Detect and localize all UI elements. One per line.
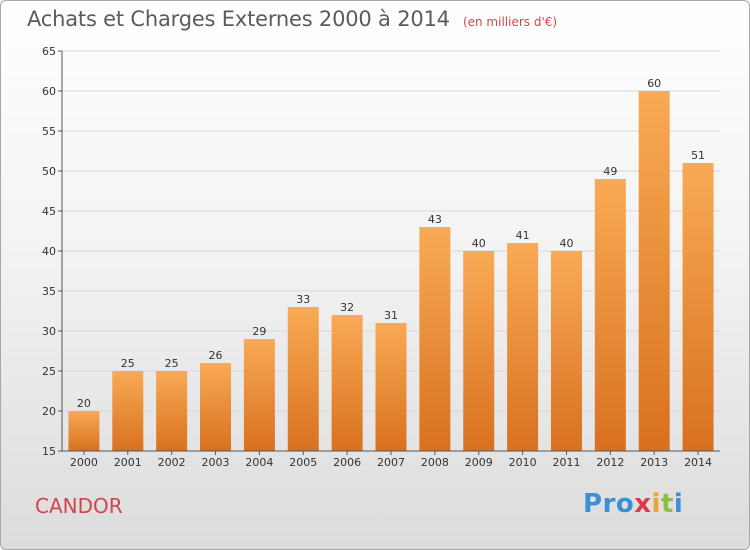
bar-value-label: 25 <box>121 357 135 370</box>
bar <box>243 339 275 451</box>
logo-letter: o <box>615 489 635 519</box>
bar-value-label: 32 <box>340 301 354 314</box>
bar-value-label: 51 <box>691 149 705 162</box>
x-tick-label: 2009 <box>465 456 493 469</box>
x-tick-label: 2004 <box>245 456 273 469</box>
x-tick-label: 2006 <box>333 456 361 469</box>
y-tick-label: 30 <box>42 325 56 338</box>
x-tick-label: 2001 <box>114 456 142 469</box>
bar-value-label: 41 <box>516 229 530 242</box>
bar-value-label: 26 <box>209 349 223 362</box>
bar-value-label: 49 <box>603 165 617 178</box>
bar-value-label: 29 <box>252 325 266 338</box>
bar <box>463 251 495 451</box>
bar <box>331 315 363 451</box>
logo-letter: x <box>634 489 652 519</box>
chart-header: Achats et Charges Externes 2000 à 2014 (… <box>27 7 557 31</box>
commune-name: CANDOR <box>35 494 123 518</box>
x-tick-label: 2008 <box>421 456 449 469</box>
x-tick-label: 2014 <box>684 456 712 469</box>
y-tick-label: 35 <box>42 285 56 298</box>
bar <box>550 251 582 451</box>
chart-title: Achats et Charges Externes 2000 à 2014 <box>27 7 450 31</box>
bar <box>419 227 451 451</box>
y-tick-label: 45 <box>42 205 56 218</box>
bar-value-label: 20 <box>77 397 91 410</box>
bar <box>594 179 626 451</box>
logo-letter: t <box>660 489 674 519</box>
bar <box>638 91 670 451</box>
bar <box>156 371 188 451</box>
x-tick-label: 2010 <box>509 456 537 469</box>
bar-value-label: 40 <box>559 237 573 250</box>
bar <box>112 371 144 451</box>
bar-value-label: 31 <box>384 309 398 322</box>
x-tick-label: 2003 <box>202 456 230 469</box>
y-tick-label: 20 <box>42 405 56 418</box>
bar-value-label: 43 <box>428 213 442 226</box>
axes <box>58 50 720 455</box>
bar <box>375 323 407 451</box>
x-tick-label: 2007 <box>377 456 405 469</box>
bar <box>200 363 232 451</box>
bar <box>68 411 100 451</box>
x-tick-label: 2012 <box>596 456 624 469</box>
logo-letter: P <box>583 489 603 519</box>
proxiti-logo: Proxiti <box>583 489 683 519</box>
logo-letter: r <box>602 489 616 519</box>
y-tick-label: 40 <box>42 245 56 258</box>
bar <box>287 307 319 451</box>
x-tick-label: 2005 <box>289 456 317 469</box>
x-tick-label: 2002 <box>158 456 186 469</box>
bar <box>507 243 539 451</box>
x-tick-label: 2013 <box>640 456 668 469</box>
y-tick-label: 65 <box>42 45 56 58</box>
labels: 15 20 25 30 35 40 45 50 55 60 65 20 2000 25 2001 25 2002… <box>42 45 712 469</box>
bar <box>682 163 714 451</box>
bar-value-label: 25 <box>165 357 179 370</box>
bars <box>68 91 714 451</box>
bar-value-label: 40 <box>472 237 486 250</box>
y-tick-label: 15 <box>42 445 56 458</box>
bar-value-label: 60 <box>647 77 661 90</box>
x-tick-label: 2000 <box>70 456 98 469</box>
logo-letter: i <box>673 489 684 519</box>
y-tick-label: 55 <box>42 125 56 138</box>
y-tick-label: 50 <box>42 165 56 178</box>
logo-letter: i <box>651 489 661 519</box>
y-tick-label: 60 <box>42 85 56 98</box>
chart-subtitle: (en milliers d'€) <box>462 15 558 29</box>
y-tick-label: 25 <box>42 365 56 378</box>
bar-value-label: 33 <box>296 293 310 306</box>
x-tick-label: 2011 <box>552 456 580 469</box>
